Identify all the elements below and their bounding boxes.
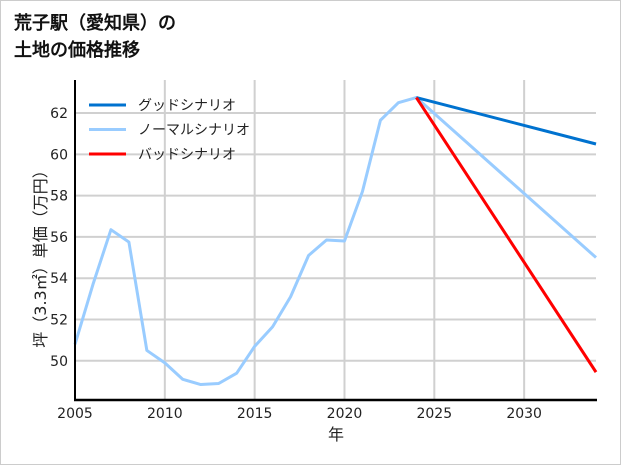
y-axis-label: 坪（3.3㎡）単価（万円） (31, 162, 50, 347)
x-axis-label: 年 (328, 425, 344, 444)
legend-label: ノーマルシナリオ (138, 123, 250, 139)
x-tick-label: 2025 (416, 406, 452, 422)
series-line-1 (73, 96, 597, 387)
x-tick-label: 2005 (57, 406, 93, 422)
legend-label: バッドシナリオ (138, 147, 236, 163)
x-tick-label: 2010 (147, 406, 183, 422)
series-line-0 (415, 96, 597, 146)
chart-title-line-2: 土地の価格推移 (14, 40, 140, 61)
legend-label: グッドシナリオ (138, 98, 236, 114)
y-tick-label: 50 (50, 354, 68, 370)
x-tick-label: 2030 (506, 406, 542, 422)
x-tick-label: 2020 (327, 406, 363, 422)
y-tick-label: 58 (50, 189, 68, 205)
series-line-2 (415, 96, 598, 373)
y-tick-label: 62 (50, 106, 68, 122)
y-tick-label: 54 (50, 271, 68, 287)
y-tick-label: 56 (50, 230, 68, 246)
y-tick-label: 52 (50, 312, 68, 328)
y-tick-label: 60 (50, 147, 68, 163)
chart-title-line-1: 荒子駅（愛知県）の (14, 13, 176, 34)
x-tick-label: 2015 (237, 406, 273, 422)
chart-title: 荒子駅（愛知県）の 土地の価格推移 (14, 10, 176, 64)
